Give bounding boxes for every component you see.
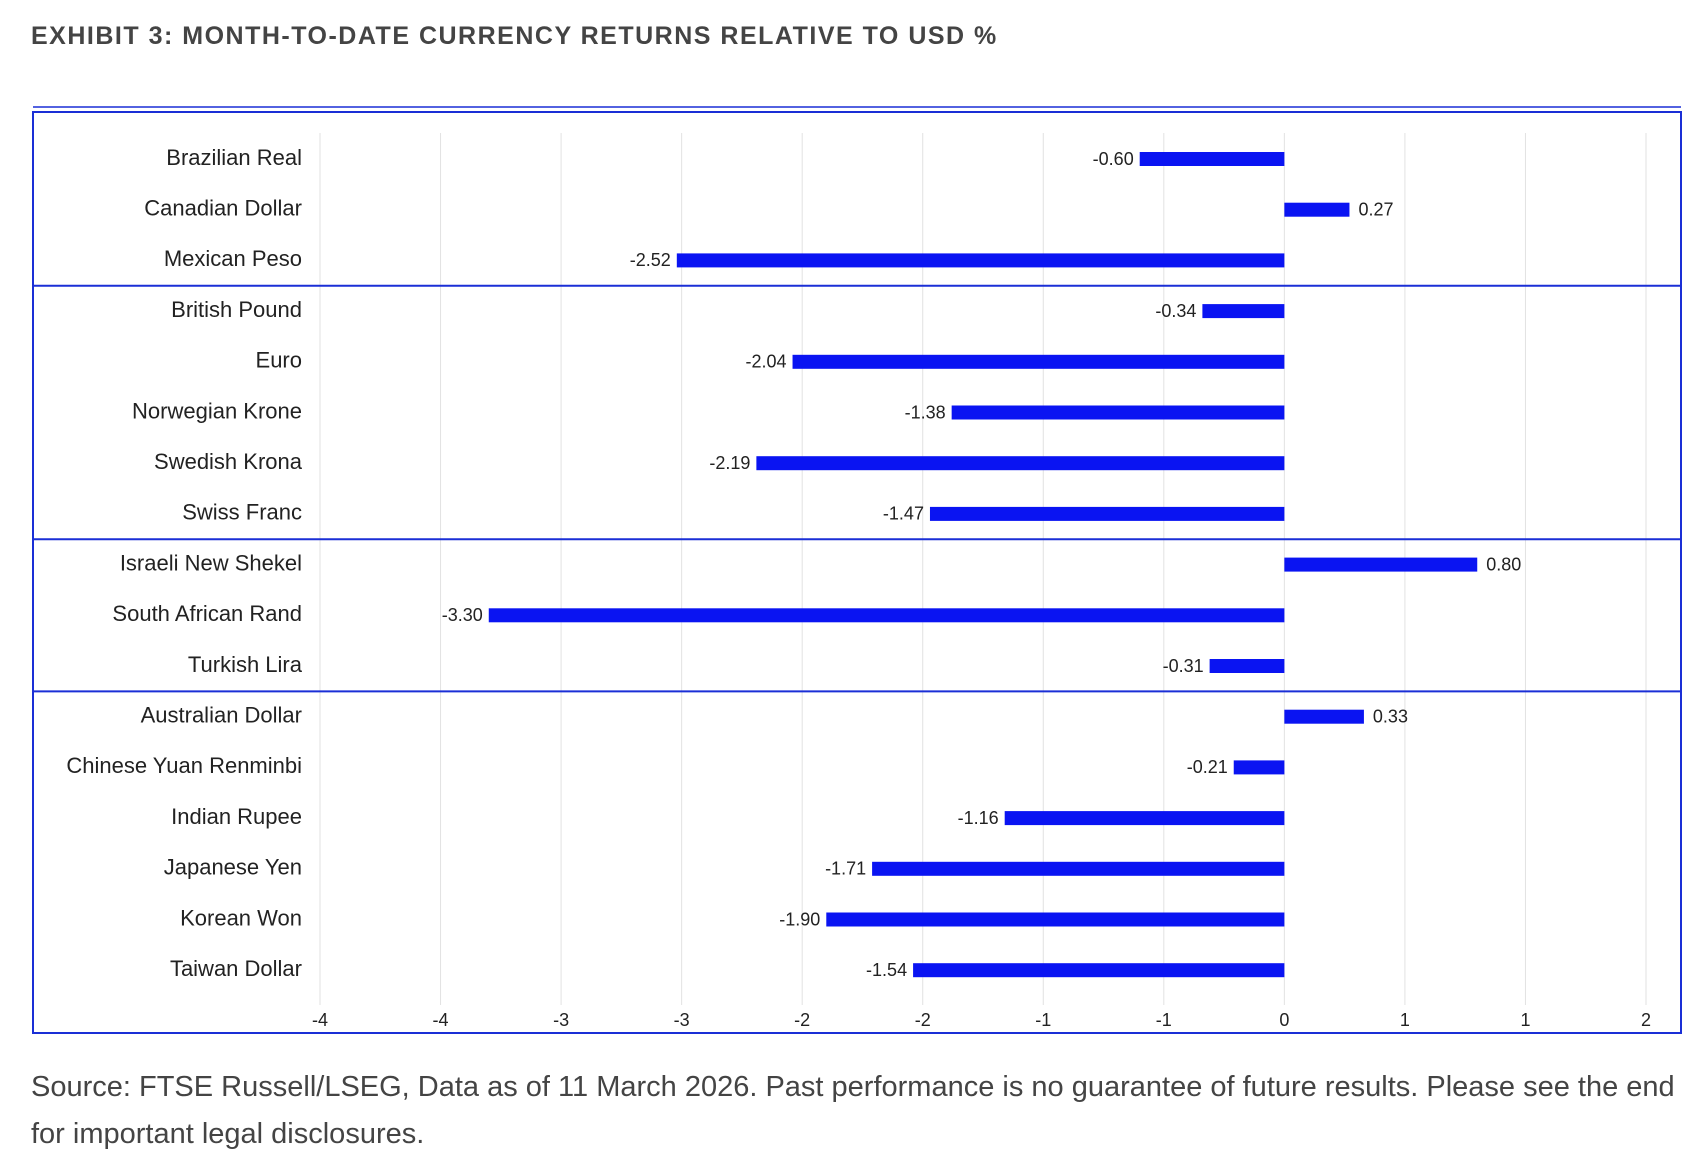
bar <box>792 354 1285 369</box>
bar <box>1284 557 1478 572</box>
bar <box>1202 304 1285 319</box>
bar <box>1004 811 1285 826</box>
value-label: -0.60 <box>1093 149 1134 169</box>
value-label: 0.33 <box>1373 706 1408 726</box>
x-tick-label: 2 <box>1641 1010 1651 1030</box>
x-tick-label: -1 <box>1035 1010 1051 1030</box>
value-label: 0.27 <box>1358 199 1393 219</box>
x-tick-label: -3 <box>553 1010 569 1030</box>
value-label: -1.38 <box>905 402 946 422</box>
category-label: Israeli New Shekel <box>120 550 302 575</box>
value-label: -1.90 <box>779 909 820 929</box>
x-tick-label: -2 <box>915 1010 931 1030</box>
category-label: Euro <box>256 348 302 373</box>
bar <box>1284 202 1350 217</box>
bar <box>872 861 1285 876</box>
category-label: Brazilian Real <box>166 145 302 170</box>
category-label: Indian Rupee <box>171 804 302 829</box>
value-label: 0.80 <box>1486 554 1521 574</box>
value-label: -0.21 <box>1187 757 1228 777</box>
category-label: Taiwan Dollar <box>170 956 302 981</box>
category-label: Swiss Franc <box>182 500 302 525</box>
x-tick-label: 1 <box>1520 1010 1530 1030</box>
bar <box>929 506 1285 521</box>
value-label: -0.31 <box>1163 656 1204 676</box>
bar <box>1233 760 1285 775</box>
category-label: Norwegian Krone <box>132 398 302 423</box>
category-label: Canadian Dollar <box>144 196 302 221</box>
category-label: Swedish Krona <box>154 449 303 474</box>
bar <box>488 608 1285 623</box>
x-tick-label: 0 <box>1279 1010 1289 1030</box>
x-tick-label: -3 <box>674 1010 690 1030</box>
value-label: -0.34 <box>1155 301 1196 321</box>
x-tick-label: -4 <box>433 1010 449 1030</box>
category-label: Chinese Yuan Renminbi <box>66 753 302 778</box>
chart-title: EXHIBIT 3: MONTH-TO-DATE CURRENCY RETURN… <box>31 22 998 50</box>
bar <box>756 456 1285 471</box>
value-label: -3.30 <box>442 605 483 625</box>
bar <box>1209 659 1285 673</box>
category-label: South African Rand <box>112 601 302 626</box>
category-label: Turkish Lira <box>188 652 303 677</box>
value-label: -1.16 <box>958 808 999 828</box>
x-tick-label: -1 <box>1156 1010 1172 1030</box>
chart: -4 -4 -3 -3 -2 -2 -1 -1 0 1 1 2 Brazilian Real -0.60 C… <box>32 106 1682 1034</box>
bar <box>913 963 1285 978</box>
bar <box>826 912 1285 927</box>
category-label: Mexican Peso <box>164 246 302 271</box>
category-label: Japanese Yen <box>164 855 302 880</box>
category-label: Australian Dollar <box>141 703 302 728</box>
bar <box>676 253 1285 268</box>
bar <box>1139 152 1285 166</box>
category-label: British Pound <box>171 297 302 322</box>
value-label: -1.47 <box>883 504 924 524</box>
bar <box>951 405 1285 420</box>
value-label: -2.19 <box>709 453 750 473</box>
category-label: Korean Won <box>180 905 302 930</box>
x-tick-label: -4 <box>312 1010 328 1030</box>
value-label: -2.04 <box>746 352 787 372</box>
frame <box>32 111 1682 1034</box>
value-label: -1.71 <box>825 859 866 879</box>
bar <box>1284 709 1364 724</box>
value-label: -1.54 <box>866 960 907 980</box>
x-tick-label: -2 <box>794 1010 810 1030</box>
x-tick-label: 1 <box>1400 1010 1410 1030</box>
value-label: -2.52 <box>630 250 671 270</box>
source-note: Source: FTSE Russell/LSEG, Data as of 11… <box>31 1071 1675 1150</box>
